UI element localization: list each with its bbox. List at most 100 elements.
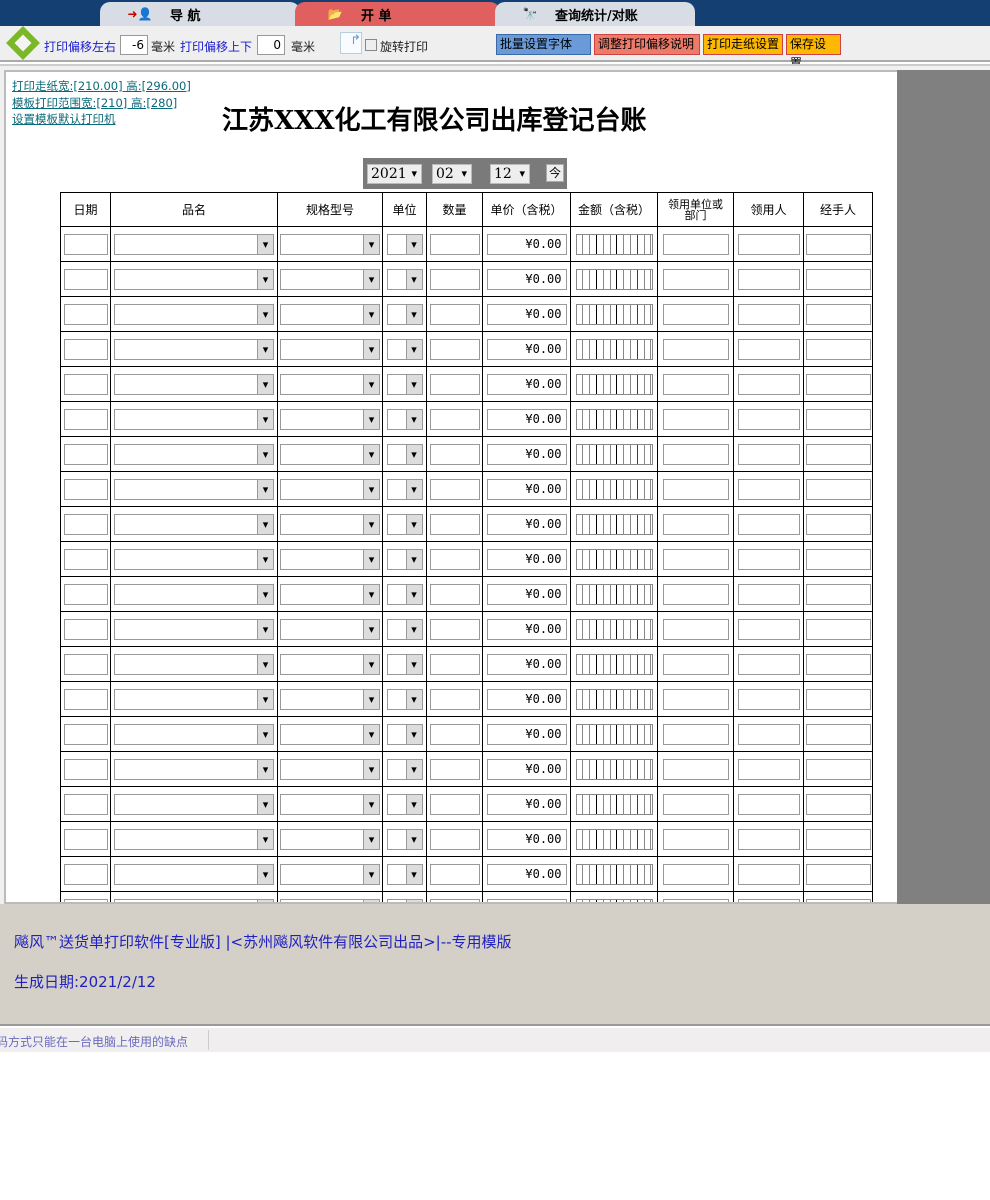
spec-dropdown[interactable] [280, 268, 380, 290]
product-dropdown[interactable] [114, 268, 274, 290]
qty-input[interactable] [429, 268, 480, 290]
date-input[interactable] [63, 233, 108, 255]
handler-input[interactable] [805, 443, 871, 465]
department-input[interactable] [662, 793, 729, 815]
department-input[interactable] [662, 653, 729, 675]
unit-dropdown[interactable] [386, 478, 423, 500]
spec-dropdown[interactable] [280, 618, 380, 640]
recipient-input[interactable] [737, 898, 800, 902]
spec-dropdown[interactable] [280, 513, 380, 535]
unit-dropdown[interactable] [386, 828, 423, 850]
department-input[interactable] [662, 268, 729, 290]
date-input[interactable] [63, 373, 108, 395]
qty-input[interactable] [429, 443, 480, 465]
department-input[interactable] [662, 618, 729, 640]
date-input[interactable] [63, 618, 108, 640]
recipient-input[interactable] [737, 653, 800, 675]
date-input[interactable] [63, 898, 108, 902]
department-input[interactable] [662, 513, 729, 535]
amount-digits[interactable] [575, 758, 653, 780]
unit-dropdown[interactable] [386, 618, 423, 640]
qty-input[interactable] [429, 373, 480, 395]
amount-digits[interactable] [575, 898, 653, 902]
amount-digits[interactable] [575, 338, 653, 360]
tab-query[interactable]: 🔭 查询统计/对账 [495, 2, 695, 26]
amount-digits[interactable] [575, 513, 653, 535]
spec-dropdown[interactable] [280, 548, 380, 570]
date-input[interactable] [63, 688, 108, 710]
department-input[interactable] [662, 723, 729, 745]
price-field[interactable]: ¥0.00 [486, 863, 567, 885]
product-dropdown[interactable] [114, 828, 274, 850]
qty-input[interactable] [429, 898, 480, 902]
product-dropdown[interactable] [114, 583, 274, 605]
product-dropdown[interactable] [114, 548, 274, 570]
handler-input[interactable] [805, 618, 871, 640]
spec-dropdown[interactable] [280, 583, 380, 605]
date-input[interactable] [63, 478, 108, 500]
recipient-input[interactable] [737, 408, 800, 430]
spec-dropdown[interactable] [280, 828, 380, 850]
date-input[interactable] [63, 758, 108, 780]
spec-dropdown[interactable] [280, 233, 380, 255]
recipient-input[interactable] [737, 793, 800, 815]
product-dropdown[interactable] [114, 618, 274, 640]
recipient-input[interactable] [737, 548, 800, 570]
amount-digits[interactable] [575, 408, 653, 430]
date-input[interactable] [63, 548, 108, 570]
product-dropdown[interactable] [114, 653, 274, 675]
recipient-input[interactable] [737, 303, 800, 325]
handler-input[interactable] [805, 478, 871, 500]
date-input[interactable] [63, 268, 108, 290]
amount-digits[interactable] [575, 583, 653, 605]
unit-dropdown[interactable] [386, 303, 423, 325]
date-input[interactable] [63, 653, 108, 675]
recipient-input[interactable] [737, 443, 800, 465]
product-dropdown[interactable] [114, 793, 274, 815]
handler-input[interactable] [805, 548, 871, 570]
product-dropdown[interactable] [114, 373, 274, 395]
month-select[interactable]: 02 [432, 164, 472, 184]
amount-digits[interactable] [575, 793, 653, 815]
qty-input[interactable] [429, 828, 480, 850]
department-input[interactable] [662, 373, 729, 395]
handler-input[interactable] [805, 688, 871, 710]
price-field[interactable]: ¥0.00 [486, 653, 567, 675]
unit-dropdown[interactable] [386, 233, 423, 255]
handler-input[interactable] [805, 828, 871, 850]
amount-digits[interactable] [575, 373, 653, 395]
spec-dropdown[interactable] [280, 408, 380, 430]
handler-input[interactable] [805, 758, 871, 780]
product-dropdown[interactable] [114, 338, 274, 360]
department-input[interactable] [662, 863, 729, 885]
unit-dropdown[interactable] [386, 548, 423, 570]
spec-dropdown[interactable] [280, 478, 380, 500]
qty-input[interactable] [429, 338, 480, 360]
department-input[interactable] [662, 478, 729, 500]
offset-lr-input[interactable]: -6 [120, 35, 148, 55]
handler-input[interactable] [805, 303, 871, 325]
save-settings-button[interactable]: 保存设置 [786, 34, 841, 70]
price-field[interactable]: ¥0.00 [486, 408, 567, 430]
recipient-input[interactable] [737, 618, 800, 640]
price-field[interactable]: ¥0.00 [486, 373, 567, 395]
qty-input[interactable] [429, 688, 480, 710]
amount-digits[interactable] [575, 653, 653, 675]
qty-input[interactable] [429, 513, 480, 535]
date-input[interactable] [63, 793, 108, 815]
price-field[interactable]: ¥0.00 [486, 513, 567, 535]
recipient-input[interactable] [737, 268, 800, 290]
department-input[interactable] [662, 233, 729, 255]
offset-diamond-icon[interactable] [6, 26, 40, 60]
handler-input[interactable] [805, 268, 871, 290]
qty-input[interactable] [429, 723, 480, 745]
spec-dropdown[interactable] [280, 338, 380, 360]
unit-dropdown[interactable] [386, 583, 423, 605]
unit-dropdown[interactable] [386, 793, 423, 815]
handler-input[interactable] [805, 583, 871, 605]
spec-dropdown[interactable] [280, 688, 380, 710]
price-field[interactable]: ¥0.00 [486, 233, 567, 255]
department-input[interactable] [662, 303, 729, 325]
amount-digits[interactable] [575, 688, 653, 710]
spec-dropdown[interactable] [280, 758, 380, 780]
